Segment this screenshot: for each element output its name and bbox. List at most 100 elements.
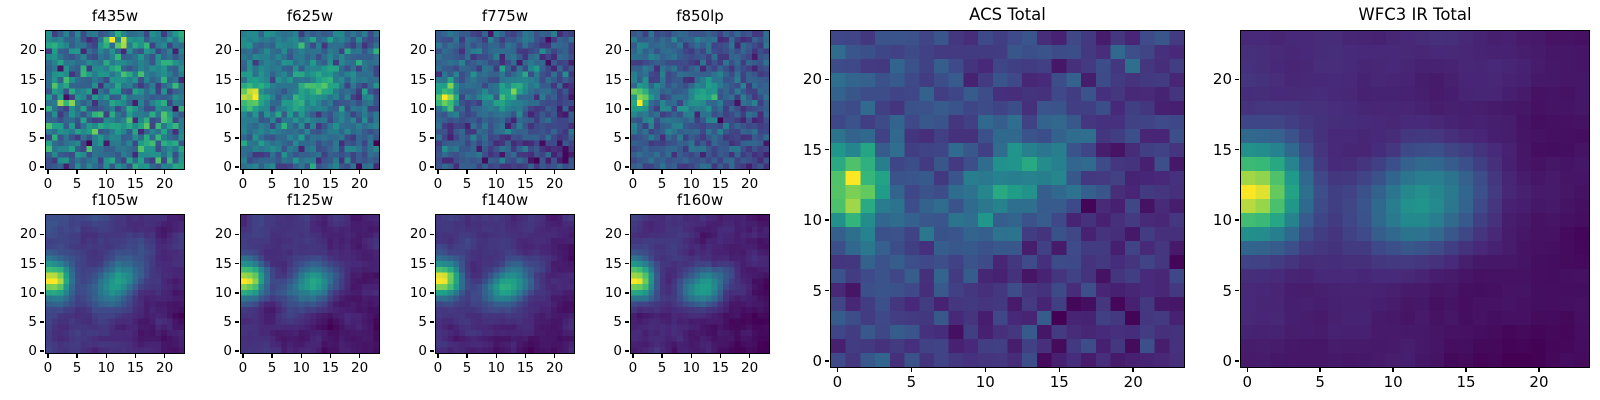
heatmap-canvas-f625w <box>241 31 379 169</box>
y-tick-label: 15 <box>1212 140 1232 159</box>
panel-title-f125w: f125w <box>286 191 334 209</box>
x-tick-mark <box>271 354 273 358</box>
x-tick-mark <box>495 354 497 358</box>
x-tick-label: 0 <box>238 176 248 192</box>
x-tick-label: 10 <box>682 360 700 376</box>
x-tick-mark <box>437 170 439 174</box>
x-tick-label: 10 <box>1383 373 1403 391</box>
y-tick-label: 15 <box>214 255 232 272</box>
x-tick-mark <box>1465 368 1467 372</box>
y-tick-label: 20 <box>19 42 37 59</box>
y-tick-label: 15 <box>409 255 427 272</box>
panel-title-f775w: f775w <box>481 7 529 25</box>
x-tick-label: 5 <box>72 176 82 192</box>
x-tick-label: 0 <box>1242 373 1253 391</box>
y-tick-mark <box>235 108 239 110</box>
y-tick-mark <box>40 49 44 52</box>
x-tick-label: 0 <box>433 360 443 376</box>
x-tick-label: 10 <box>292 360 310 376</box>
y-tick-label: 20 <box>409 42 427 59</box>
panel-f775w: f775w 0 5 10 15 20 0 5 10 15 20 <box>410 7 575 192</box>
y-tick-label: 10 <box>409 100 427 117</box>
y-tick-label: 5 <box>223 313 232 330</box>
x-tick-label: 15 <box>321 176 339 192</box>
y-tick-mark <box>430 321 434 323</box>
x-tick-mark <box>719 170 722 174</box>
x-tick-mark <box>524 354 527 358</box>
x-tick-mark <box>690 170 692 174</box>
x-tick-mark <box>163 170 166 174</box>
x-tick-mark <box>836 368 839 372</box>
x-tick-mark <box>632 170 634 174</box>
y-tick-mark <box>1235 219 1239 221</box>
panel-f625w: f625w 0 5 10 15 20 0 5 10 15 20 <box>215 7 380 192</box>
y-tick-label: 10 <box>214 284 232 301</box>
panel-title-f625w: f625w <box>286 7 334 25</box>
x-tick-label: 5 <box>267 360 277 376</box>
panel-title-f850lp: f850lp <box>676 7 724 25</box>
x-tick-mark <box>466 354 468 358</box>
heatmap-canvas-wfc3-ir-total <box>1241 31 1589 367</box>
y-tick-mark <box>40 262 44 265</box>
x-tick-mark <box>271 170 273 174</box>
y-tick-mark <box>40 78 44 81</box>
y-tick-label: 10 <box>19 284 37 301</box>
y-tick-mark <box>235 166 239 168</box>
x-tick-mark <box>300 354 302 358</box>
y-tick-mark <box>1235 289 1239 292</box>
y-tick-label: 0 <box>418 159 427 176</box>
x-tick-mark <box>47 354 49 358</box>
heatmap-plot-f625w <box>240 30 380 170</box>
x-tick-mark <box>466 170 468 174</box>
x-tick-label: 15 <box>126 360 144 376</box>
y-tick-mark <box>430 108 434 110</box>
y-tick-mark <box>235 321 239 323</box>
y-tick-label: 0 <box>418 343 427 360</box>
x-tick-mark <box>242 170 244 174</box>
heatmap-canvas-f160w <box>631 215 769 353</box>
y-tick-label: 20 <box>19 226 37 243</box>
x-tick-label: 0 <box>238 360 248 376</box>
heatmap-plot-acs-total <box>830 30 1185 368</box>
y-tick-mark <box>430 292 434 294</box>
x-tick-label: 20 <box>155 360 174 376</box>
x-tick-mark <box>300 170 302 174</box>
y-tick-mark <box>825 148 829 151</box>
y-tick-mark <box>625 166 629 168</box>
y-tick-label: 15 <box>409 71 427 88</box>
y-tick-mark <box>1235 78 1239 81</box>
y-tick-mark <box>40 350 44 352</box>
y-tick-mark <box>235 350 239 352</box>
y-tick-label: 15 <box>802 140 822 159</box>
x-tick-label: 15 <box>516 176 534 192</box>
panel-f140w: f140w 0 5 10 15 20 0 5 10 15 20 <box>410 191 575 376</box>
y-tick-mark <box>825 289 829 292</box>
x-tick-mark <box>661 170 663 174</box>
x-tick-label: 15 <box>711 360 729 376</box>
x-tick-mark <box>1058 368 1061 372</box>
x-tick-mark <box>76 354 78 358</box>
x-tick-mark <box>661 354 663 358</box>
y-tick-mark <box>40 292 44 294</box>
y-tick-mark <box>235 49 239 52</box>
y-tick-mark <box>625 49 629 52</box>
y-tick-mark <box>235 78 239 81</box>
y-tick-mark <box>40 321 44 323</box>
x-tick-label: 5 <box>72 360 82 376</box>
y-tick-label: 20 <box>214 226 232 243</box>
x-tick-label: 20 <box>155 176 174 192</box>
panel-title-f435w: f435w <box>91 7 139 25</box>
heatmap-canvas-acs-total <box>831 31 1184 367</box>
x-tick-mark <box>358 354 361 358</box>
heatmap-plot-f435w <box>45 30 185 170</box>
heatmap-plot-f775w <box>435 30 575 170</box>
heatmap-plot-f850lp <box>630 30 770 170</box>
y-tick-label: 5 <box>28 313 37 330</box>
x-tick-mark <box>47 170 49 174</box>
y-tick-label: 0 <box>812 351 822 370</box>
x-tick-mark <box>690 354 692 358</box>
panel-f435w: f435w 0 5 10 15 20 0 5 10 15 20 <box>20 7 185 192</box>
y-tick-label: 20 <box>802 70 822 89</box>
y-tick-label: 0 <box>1222 351 1232 370</box>
